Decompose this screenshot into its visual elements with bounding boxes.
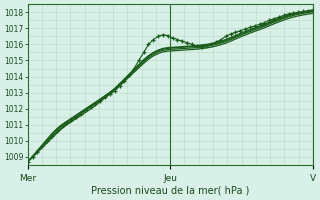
X-axis label: Pression niveau de la mer( hPa ): Pression niveau de la mer( hPa ) xyxy=(91,186,249,196)
